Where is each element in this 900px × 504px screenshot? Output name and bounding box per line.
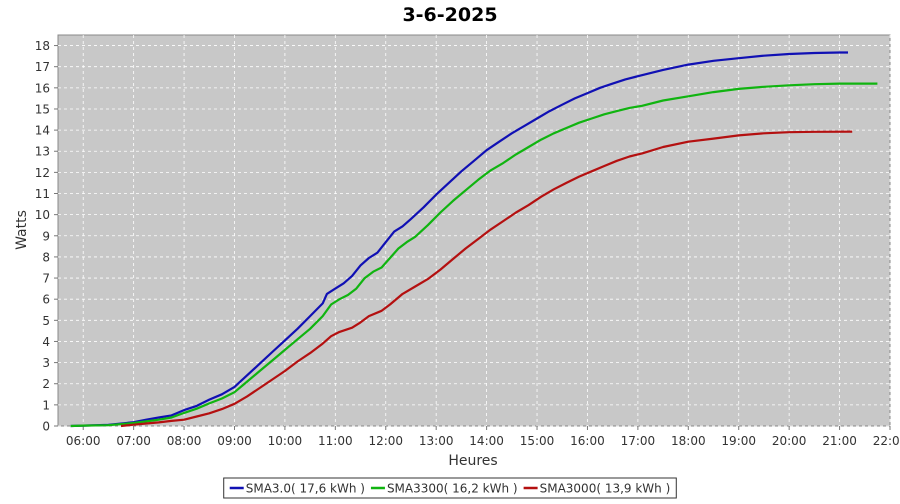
y-tick-label: 1 (42, 398, 50, 412)
x-tick-label: 15:00 (520, 434, 555, 448)
y-tick-label: 17 (35, 60, 50, 74)
x-tick-label: 21:00 (822, 434, 857, 448)
legend-box (223, 477, 677, 499)
y-tick-label: 8 (42, 250, 50, 264)
y-tick-label: 4 (42, 335, 50, 349)
x-tick-label: 07:00 (116, 434, 151, 448)
x-tick-label: 14:00 (469, 434, 504, 448)
legend-item-1: SMA3300( 16,2 kWh ) (387, 482, 518, 496)
x-tick-label: 22:00 (873, 434, 900, 448)
series-lines (70, 51, 878, 428)
y-tick-label: 5 (42, 314, 50, 328)
x-tick-label: 08:00 (167, 434, 202, 448)
y-tick-label: 6 (42, 293, 50, 307)
y-tick-label: 11 (35, 187, 50, 201)
y-tick-label: 0 (42, 420, 50, 434)
legend-item-2: SMA3000( 13,9 kWh ) (540, 482, 671, 496)
x-tick-label: 09:00 (217, 434, 252, 448)
legend: SMA3.0( 17,6 kWh ) SMA3300( 16,2 kWh ) SMA… (223, 477, 677, 499)
plot-area (57, 34, 891, 427)
y-tick-label: 16 (35, 81, 50, 95)
x-tick-label: 12:00 (368, 434, 403, 448)
legend-item-0: SMA3.0( 17,6 kWh ) (246, 482, 365, 496)
y-tick-label: 2 (42, 377, 50, 391)
x-tick-label: 20:00 (772, 434, 807, 448)
x-tick-label: 19:00 (721, 434, 756, 448)
series-line-0 (70, 51, 848, 428)
x-tick-label: 18:00 (671, 434, 706, 448)
x-axis-label: Heures (448, 453, 497, 469)
y-tick-label: 7 (42, 272, 50, 286)
x-tick-label: 16:00 (570, 434, 605, 448)
y-tick-label: 9 (42, 229, 50, 243)
y-tick-label: 10 (35, 208, 50, 222)
chart-title: 3-6-2025 (402, 4, 497, 26)
grid (58, 35, 891, 427)
x-tick-label: 10:00 (268, 434, 303, 448)
series-line-2 (120, 130, 853, 428)
y-tick-label: 3 (42, 356, 50, 370)
x-tick-label: 06:00 (66, 434, 101, 448)
x-tick-label: 11:00 (318, 434, 353, 448)
x-tick-label: 17:00 (621, 434, 656, 448)
y-axis-label: Watts (14, 210, 30, 250)
x-axis: 06:00 07:00 08:00 09:00 10:00 11:00 12:00 13:00… (66, 426, 900, 448)
series-line-1 (70, 82, 878, 428)
y-tick-label: 13 (35, 145, 50, 159)
y-tick-label: 14 (35, 124, 50, 138)
y-tick-label: 12 (35, 166, 50, 180)
y-tick-label: 18 (35, 39, 50, 53)
x-tick-label: 13:00 (419, 434, 454, 448)
y-tick-label: 15 (35, 102, 50, 116)
